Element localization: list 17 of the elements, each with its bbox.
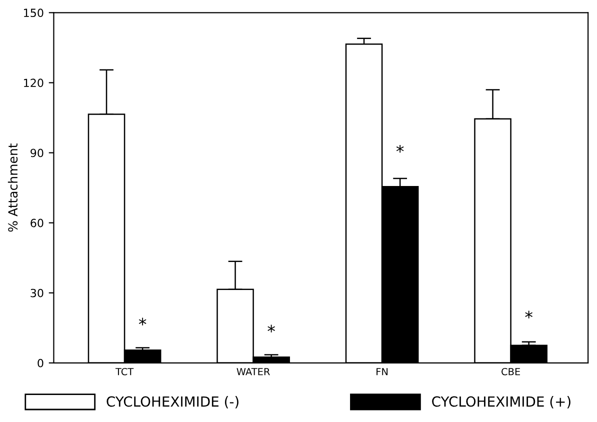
annotation: * [525, 310, 532, 318]
annotation: * [396, 144, 404, 153]
annotation: * [138, 318, 146, 326]
x-tick-label: WATER [236, 368, 270, 376]
legend-label: CYCLOHEXIMIDE (-) [106, 396, 238, 408]
y-axis-title: % Attachment [8, 144, 18, 232]
y-tick-label: 150 [24, 8, 44, 18]
y-tick-label: 0 [38, 358, 44, 368]
x-tick-label: CBE [502, 368, 520, 376]
legend-label: CYCLOHEXIMIDE (+) [432, 396, 570, 408]
annotation: * [268, 324, 275, 332]
y-tick-label: 60 [30, 218, 44, 228]
x-tick-label: TCT [115, 368, 134, 376]
y-tick-label: 90 [30, 148, 44, 158]
y-tick-label: 30 [30, 288, 44, 298]
x-tick-label: FN [376, 368, 388, 376]
y-tick-label: 120 [24, 78, 44, 88]
